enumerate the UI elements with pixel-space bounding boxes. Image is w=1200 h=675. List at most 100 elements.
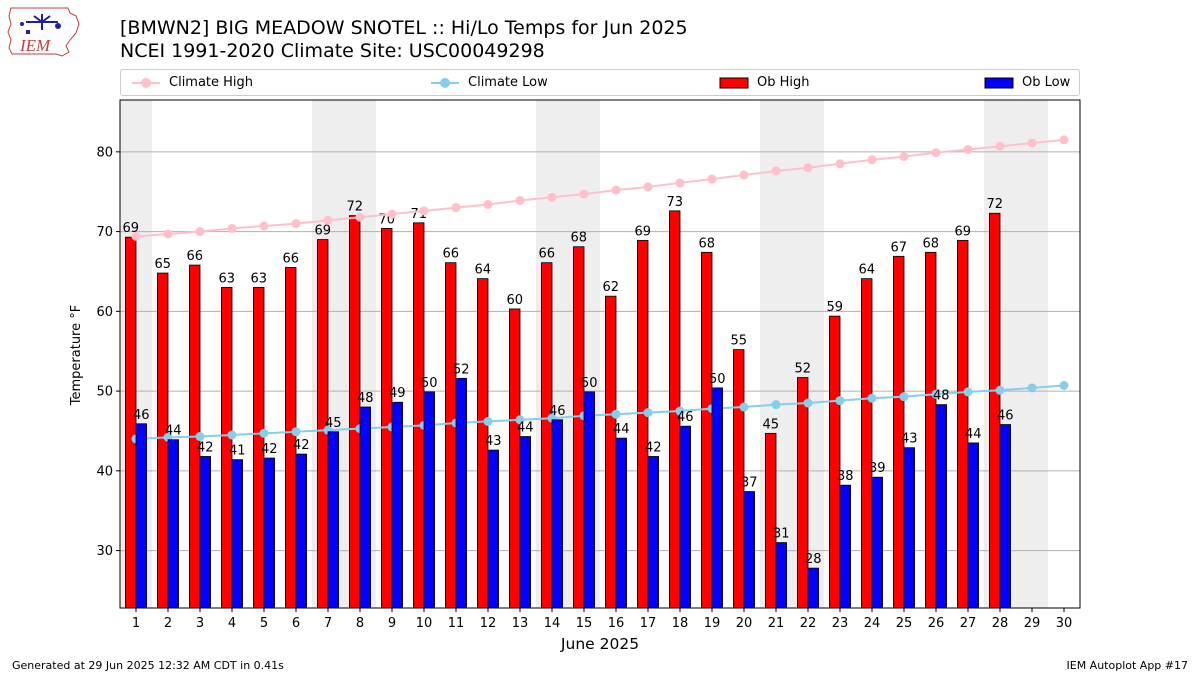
climate-high-point <box>419 206 429 216</box>
ob-high-bar <box>893 255 905 609</box>
ob-low-label: 44 <box>517 421 534 436</box>
ob-low-label: 43 <box>901 432 918 447</box>
legend-climate-low: Climate Low <box>430 70 548 95</box>
climate-high-point <box>675 178 685 188</box>
climate-high-point <box>611 185 621 195</box>
ob-high-bar <box>317 239 329 609</box>
ob-low-bar <box>871 476 883 609</box>
x-tick-label: 25 <box>896 616 913 631</box>
climate-low-point <box>771 400 781 410</box>
climate-low-point <box>1027 383 1037 393</box>
climate-high-point <box>835 159 845 169</box>
x-tick-label: 22 <box>800 616 817 631</box>
climate-low-point <box>803 398 813 408</box>
climate-high-point <box>643 182 653 192</box>
ob-high-bar <box>573 246 585 609</box>
x-tick-label: 23 <box>832 616 849 631</box>
ob-high-bar <box>701 251 713 609</box>
climate-low-point <box>675 406 685 416</box>
ob-high-bar <box>637 239 649 609</box>
climate-high-point <box>739 170 749 180</box>
ob-low-bar <box>519 436 531 609</box>
climate-high-point <box>387 209 397 219</box>
ob-high-bar <box>253 287 265 609</box>
ob-high-bar <box>509 308 521 609</box>
climate-low-point <box>515 415 525 425</box>
legend-ob-high-label: Ob High <box>757 75 810 90</box>
ob-high-label: 69 <box>122 221 139 236</box>
ob-low-bar <box>743 491 755 609</box>
app-label: IEM Autoplot App #17 <box>1066 659 1189 672</box>
ob-high-label: 72 <box>346 200 363 215</box>
weekend-band <box>312 100 376 608</box>
ob-high-bar <box>989 212 1001 609</box>
x-tick-label: 27 <box>960 616 977 631</box>
y-tick-label: 60 <box>96 305 113 320</box>
weekend-band <box>120 100 152 608</box>
ob-high-bar <box>157 272 169 609</box>
ob-low-label: 37 <box>741 476 758 491</box>
ob-low-label: 52 <box>453 362 470 377</box>
ob-low-bar <box>615 437 627 609</box>
climate-low-point <box>867 393 877 403</box>
x-tick-label: 9 <box>388 616 396 631</box>
y-axis-label: Temperature °F <box>69 305 84 406</box>
ob-low-label: 48 <box>357 391 374 406</box>
ob-high-label: 52 <box>794 362 811 377</box>
ob-low-label: 42 <box>261 442 278 457</box>
ob-high-bar <box>445 262 457 609</box>
x-tick-label: 6 <box>292 616 300 631</box>
weather-station-icon <box>26 14 58 30</box>
climate-low-point <box>291 427 301 437</box>
climate-low-point <box>963 387 973 397</box>
x-tick-label: 19 <box>704 616 721 631</box>
ob-low-label: 42 <box>293 438 310 453</box>
ob-low-label: 46 <box>997 409 1014 424</box>
ob-low-bar <box>711 387 723 609</box>
x-tick-label: 5 <box>260 616 268 631</box>
climate-low-point <box>1059 381 1069 391</box>
ob-high-label: 60 <box>506 293 523 308</box>
climate-high-swatch-icon <box>132 77 160 88</box>
climate-low-point <box>419 420 429 430</box>
ob-high-bar <box>349 215 361 609</box>
y-tick-label: 70 <box>96 225 113 240</box>
ob-low-bar <box>199 456 211 609</box>
ob-low-bar <box>839 484 851 609</box>
climate-low-point <box>547 413 557 423</box>
ob-high-label: 64 <box>474 263 491 278</box>
climate-high-point <box>867 155 877 165</box>
climate-low-point <box>835 396 845 406</box>
ob-low-bar <box>807 567 819 609</box>
weekend-band <box>984 100 1048 608</box>
ob-low-label: 44 <box>613 422 630 437</box>
x-tick-label: 11 <box>448 616 465 631</box>
climate-high-point <box>1027 138 1037 148</box>
ob-high-bar <box>861 278 873 609</box>
ob-low-label: 49 <box>389 386 406 401</box>
ob-low-label: 31 <box>773 527 790 542</box>
generated-timestamp: Generated at 29 Jun 2025 12:32 AM CDT in… <box>12 659 284 672</box>
ob-low-bar <box>231 459 243 609</box>
climate-low-point <box>259 428 269 438</box>
climate-low-point <box>131 434 141 444</box>
climate-low-point <box>387 422 397 432</box>
ob-low-label: 44 <box>965 427 982 442</box>
climate-high-line <box>135 138 1065 238</box>
climate-high-point <box>899 152 909 162</box>
iem-logo: IEM <box>7 7 80 57</box>
x-tick-label: 2 <box>164 616 172 631</box>
ob-low-label: 50 <box>709 372 726 387</box>
x-tick-label: 3 <box>196 616 204 631</box>
ob-high-bar <box>925 251 937 609</box>
x-tick-label: 15 <box>576 616 593 631</box>
x-axis-label: June 2025 <box>560 635 639 653</box>
ob-high-bar <box>381 227 393 609</box>
climate-high-point <box>931 148 941 158</box>
ob-low-label: 42 <box>645 440 662 455</box>
x-tick-label: 26 <box>928 616 945 631</box>
climate-low-point <box>227 430 237 440</box>
climate-high-point <box>515 195 525 205</box>
climate-high-point <box>483 199 493 209</box>
